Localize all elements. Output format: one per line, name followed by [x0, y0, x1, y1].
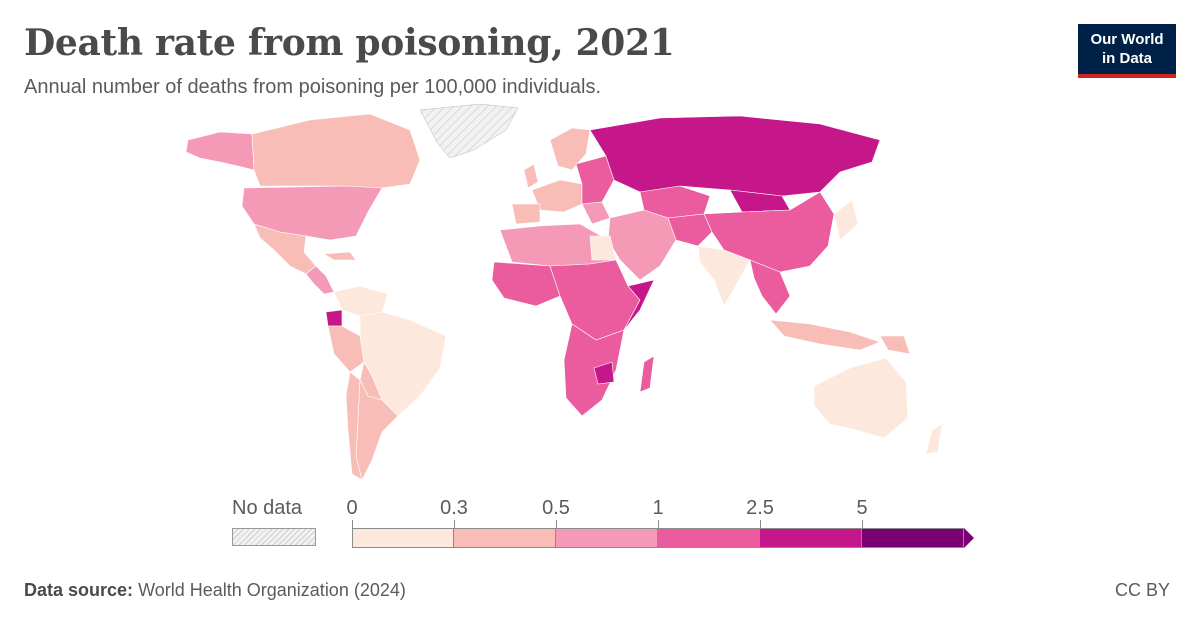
legend-bin-2[interactable]	[556, 528, 658, 548]
legend-no-data-label: No data	[232, 497, 303, 519]
legend-tick-label: 1	[652, 497, 664, 519]
country-russia[interactable]	[589, 115, 881, 197]
country-peru[interactable]	[327, 325, 365, 373]
country-southeast-asia[interactable]	[749, 259, 791, 315]
legend-tick-label: 2.5	[746, 497, 774, 519]
country-china[interactable]	[703, 191, 835, 273]
country-central-africa[interactable]	[549, 259, 641, 341]
legend-bin-4[interactable]	[760, 528, 862, 548]
country-usa[interactable]	[241, 185, 383, 241]
logo-line-2: in Data	[1101, 50, 1152, 67]
legend-tick-label: 5	[856, 497, 868, 519]
legend-tick-label: 0.3	[440, 497, 468, 519]
country-madagascar[interactable]	[639, 355, 655, 393]
legend-bin-5[interactable]	[862, 528, 964, 548]
country-greenland-nodata[interactable]	[419, 103, 519, 159]
data-source: Data source: World Health Organization (…	[24, 580, 406, 601]
country-indonesia[interactable]	[769, 319, 881, 351]
legend-tick-label: 0.5	[542, 497, 570, 519]
license[interactable]: CC BY	[1114, 580, 1170, 600]
legend-tick-mark	[556, 520, 557, 528]
legend-bin-0[interactable]	[352, 528, 454, 548]
legend-bin-1[interactable]	[454, 528, 556, 548]
country-scandinavia[interactable]	[549, 127, 591, 171]
legend-tick-mark	[352, 520, 353, 528]
data-source-label: Data source:	[24, 580, 134, 600]
legend-tick-mark	[454, 520, 455, 528]
country-iran-afghanistan[interactable]	[667, 213, 713, 247]
legend-no-data-swatch[interactable]	[232, 528, 316, 546]
country-alaska[interactable]	[185, 131, 255, 171]
world-map[interactable]	[120, 100, 1020, 490]
data-source-text[interactable]: World Health Organization (2024)	[138, 580, 406, 600]
country-uk[interactable]	[523, 163, 539, 189]
owid-logo[interactable]: Our World in Data	[1078, 24, 1176, 78]
country-iberia[interactable]	[511, 203, 541, 225]
legend-tick-mark	[760, 520, 761, 528]
country-brazil[interactable]	[359, 311, 447, 417]
legend-open-end-arrow	[964, 528, 974, 548]
country-southern-africa[interactable]	[563, 323, 625, 417]
legend-bin-3[interactable]	[658, 528, 760, 548]
chart-title: Death rate from poisoning, 2021	[24, 22, 675, 64]
legend-color-scale[interactable]	[352, 528, 974, 548]
country-west-africa[interactable]	[491, 261, 561, 307]
country-japan-korea[interactable]	[833, 199, 859, 241]
country-chile[interactable]	[345, 371, 363, 481]
country-zimbabwe[interactable]	[593, 361, 615, 385]
country-somalia[interactable]	[623, 279, 655, 331]
logo-line-1: Our World	[1090, 31, 1164, 48]
country-canada[interactable]	[251, 113, 421, 189]
country-india[interactable]	[697, 245, 751, 307]
country-papua-new-guinea[interactable]	[879, 335, 911, 355]
country-balkans[interactable]	[581, 201, 611, 225]
legend-tick-mark	[658, 520, 659, 528]
legend-tick-mark	[862, 520, 863, 528]
country-cuba[interactable]	[323, 251, 357, 261]
chart-subtitle: Annual number of deaths from poisoning p…	[24, 76, 602, 98]
country-new-zealand[interactable]	[925, 423, 943, 455]
legend-tick-label: 0	[346, 497, 358, 519]
country-ecuador[interactable]	[325, 309, 343, 327]
country-australia[interactable]	[813, 357, 909, 439]
